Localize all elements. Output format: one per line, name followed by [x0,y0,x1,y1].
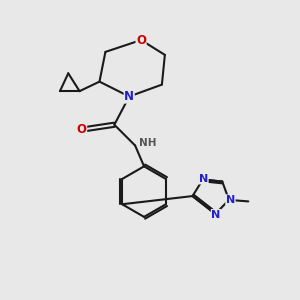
Text: N: N [226,195,235,205]
Text: N: N [212,209,220,220]
Text: O: O [76,123,87,136]
Text: N: N [124,90,134,103]
Text: O: O [136,34,146,46]
Text: N: N [199,174,208,184]
Text: NH: NH [139,138,156,148]
